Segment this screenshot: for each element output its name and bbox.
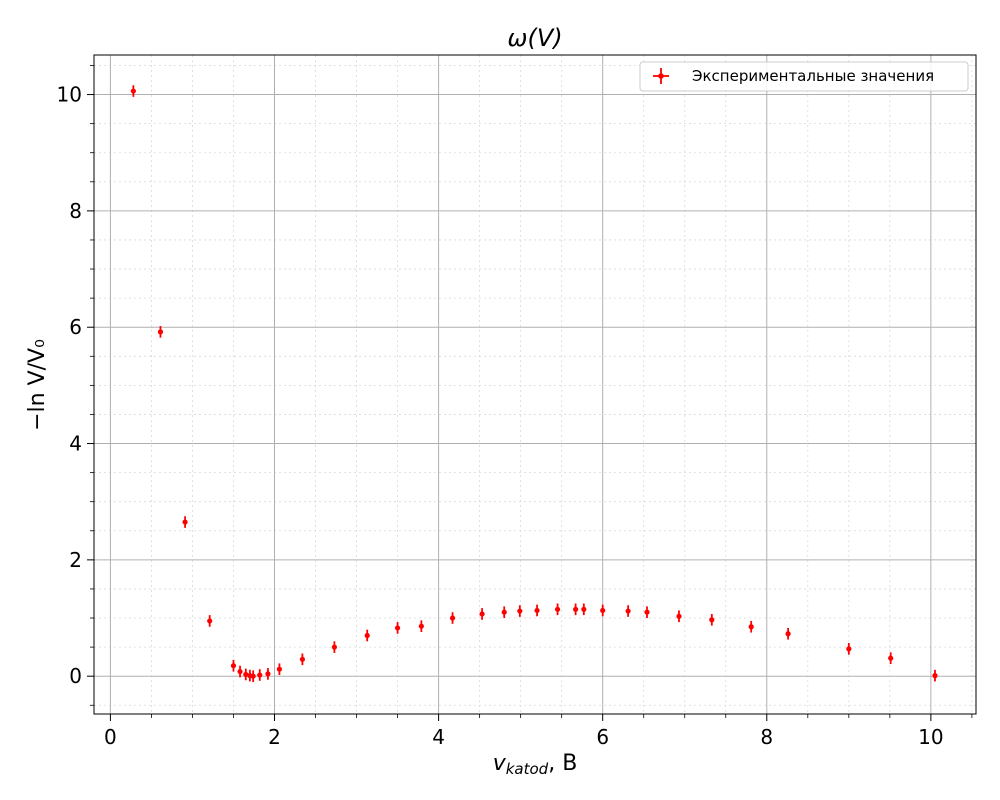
data-marker — [299, 656, 305, 662]
data-point — [299, 653, 305, 666]
data-point — [331, 641, 337, 653]
data-marker — [182, 519, 188, 525]
y-tick-label: 6 — [69, 315, 82, 339]
data-point — [709, 613, 715, 626]
data-marker — [276, 666, 283, 672]
data-point — [888, 652, 894, 664]
data-point — [449, 612, 456, 624]
data-marker — [573, 606, 579, 612]
data-point — [182, 516, 188, 528]
x-tick-label: 0 — [104, 725, 117, 749]
data-point — [534, 604, 540, 617]
data-marker — [331, 644, 337, 650]
data-point — [846, 643, 852, 655]
data-point — [250, 670, 256, 683]
data-point — [276, 663, 283, 676]
data-point — [479, 608, 485, 620]
data-marker — [517, 608, 523, 614]
data-marker — [394, 625, 401, 631]
legend: Экспериментальные значения — [639, 61, 969, 92]
data-marker — [709, 617, 715, 623]
data-marker — [748, 624, 754, 630]
data-marker — [600, 607, 606, 614]
data-marker — [364, 632, 370, 639]
data-point — [644, 606, 650, 619]
data-point — [573, 603, 579, 616]
data-point — [501, 606, 507, 619]
data-point — [625, 605, 631, 617]
data-point — [230, 659, 237, 672]
data-point — [265, 668, 271, 680]
data-marker — [130, 88, 136, 94]
major-grid — [94, 55, 976, 714]
x-tick-label: 10 — [918, 725, 943, 749]
minor-grid — [94, 55, 976, 714]
data-marker — [625, 608, 631, 614]
data-point — [785, 627, 791, 640]
data-marker — [888, 655, 894, 661]
x-tick-label: 8 — [760, 725, 773, 749]
data-marker — [237, 668, 243, 675]
data-point — [748, 620, 754, 633]
x-axis-label-main: v — [493, 751, 507, 776]
data-point — [932, 669, 938, 682]
data-marker — [418, 623, 424, 629]
y-tick-label: 2 — [69, 548, 82, 572]
data-point — [517, 605, 523, 617]
data-marker — [157, 329, 164, 335]
data-point — [394, 622, 401, 634]
data-marker — [449, 615, 456, 621]
y-tick-label: 4 — [69, 432, 82, 456]
legend-label: Экспериментальные значения — [692, 67, 934, 85]
y-tick-label: 8 — [69, 199, 82, 223]
data-marker — [257, 672, 263, 678]
data-point — [130, 85, 136, 97]
data-point — [676, 610, 682, 623]
x-tick-label: 4 — [432, 725, 445, 749]
data-marker — [785, 631, 791, 637]
legend-marker — [653, 68, 669, 84]
data-marker — [932, 673, 938, 679]
data-point — [364, 629, 370, 642]
data-point — [257, 669, 263, 681]
axis-ticks — [87, 65, 973, 721]
data-marker — [207, 618, 213, 624]
chart-title: ω(V) — [507, 24, 562, 52]
y-tick-label: 0 — [69, 664, 82, 688]
data-marker — [250, 673, 256, 679]
data-point — [237, 665, 243, 678]
x-axis-label: vkatod, В — [493, 751, 578, 778]
x-axis-label-unit: , В — [548, 751, 577, 776]
data-marker — [479, 611, 485, 617]
tick-labels: 0 2 4 6 8 10 0 2 4 6 8 10 — [57, 83, 944, 749]
x-tick-label: 2 — [268, 725, 281, 749]
data-point — [243, 668, 249, 681]
data-marker — [581, 606, 587, 612]
data-marker — [846, 646, 852, 652]
y-axis-label: −ln V/V₀ — [25, 339, 50, 431]
x-tick-label: 6 — [596, 725, 609, 749]
data-marker — [554, 606, 561, 612]
data-points — [130, 85, 938, 683]
data-marker — [534, 607, 540, 614]
plot-frame — [93, 54, 977, 715]
data-marker — [243, 671, 249, 678]
data-marker — [501, 609, 507, 615]
data-point — [554, 603, 561, 616]
data-marker — [230, 663, 237, 669]
data-marker — [265, 671, 271, 677]
data-point — [600, 604, 606, 617]
data-point — [207, 615, 213, 627]
data-point — [418, 620, 424, 632]
y-tick-label: 10 — [57, 83, 82, 107]
legend-box — [639, 61, 969, 92]
data-point — [157, 326, 164, 338]
data-marker — [644, 609, 650, 615]
x-axis-label-subscript: katod — [506, 760, 549, 778]
legend-dot — [658, 73, 664, 79]
data-point — [581, 603, 587, 616]
data-marker — [676, 613, 682, 619]
